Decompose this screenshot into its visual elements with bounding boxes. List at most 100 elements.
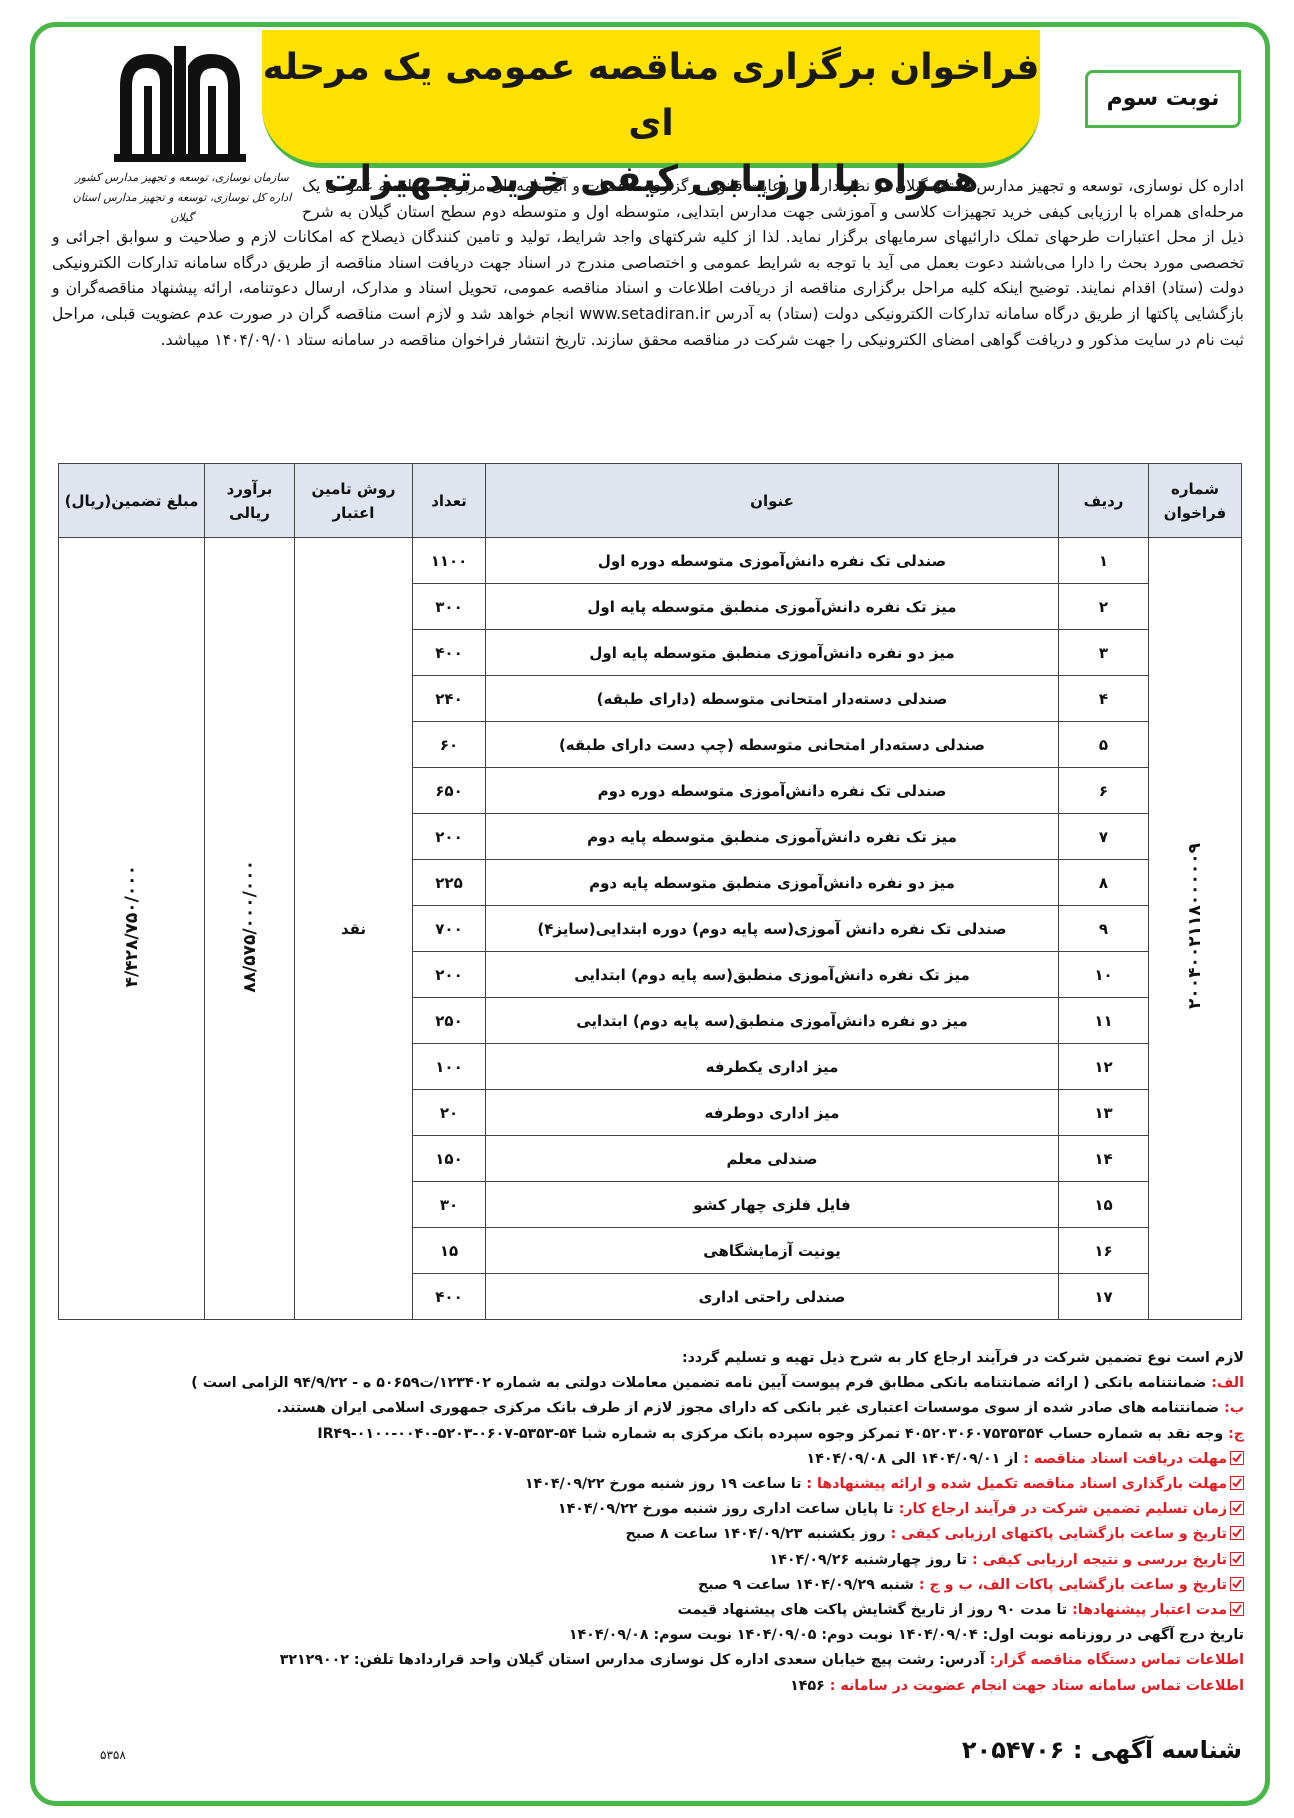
header-row: شماره فراخوان ردیف عنوان تعداد روش تامین اعت… [58, 463, 1242, 538]
item-title: یونیت آزمایشگاهی [485, 1227, 1059, 1274]
item-row: ۱۲ میز اداری یکطرفه ۱۰۰ [59, 1043, 1242, 1090]
title-banner: فراخوان برگزاری مناقصه عمومی یک مرحله ای… [262, 30, 1040, 200]
item-title: صندلی تک نفره دانش‌آموزی متوسطه دوره اول [485, 537, 1059, 584]
item-title: صندلی راحتی اداری [485, 1273, 1059, 1320]
print-code: ۵۳۵۸ [100, 1748, 126, 1762]
item-text: ۱۴۵۶ [790, 1677, 825, 1694]
check-icon [1230, 1526, 1244, 1541]
org-line: اداره کل نوسازی، توسعه و تجهیز مدارس است… [72, 191, 292, 224]
schedule-item: زمان تسلیم تضمین شرکت در فرآیند ارجاع کا… [52, 1497, 1244, 1522]
row-number: ۱۱ [1058, 997, 1149, 1044]
item-row: ۱۴ صندلی معلم ۱۵۰ [59, 1135, 1242, 1182]
schedule-item: مهلت بارگذاری اسناد مناقصه تکمیل شده و ا… [52, 1472, 1244, 1497]
item-label: اطلاعات تماس دستگاه مناقصه گزار: [989, 1652, 1244, 1669]
item-text: ضمانتنامه های صادر شده از سوی موسسات اعت… [276, 1400, 1220, 1417]
org-line: سازمان نوسازی، توسعه و تجهیز مدارس کشور [75, 171, 289, 184]
item-label: تاریخ و ساعت بازگشایی پاکات الف، ب و ج : [918, 1576, 1227, 1593]
item-count: ۴۰۰ [412, 629, 486, 676]
guarantee: ۴/۴۲۸/۷۵۰/۰۰۰ [121, 865, 142, 988]
item-title: فایل فلزی چهار کشو [485, 1181, 1059, 1228]
item-label: مهلت دریافت اسناد مناقصه : [1023, 1450, 1227, 1467]
notes-heading: لازم است نوع تضمین شرکت در فرآیند ارجاع … [681, 1350, 1244, 1366]
guarantee-item: الف: ضمانتنامه بانکی ( ارائه ضمانتنامه ب… [52, 1371, 1244, 1396]
contact-item: اطلاعات تماس سامانه ستاد جهت انجام عضویت… [52, 1674, 1244, 1699]
item-title: صندلی دسته‌دار امتحانی متوسطه (چپ دست دا… [485, 721, 1059, 768]
column-header: مبلغ تضمین(ریال) [58, 463, 205, 538]
item-title: صندلی دسته‌دار امتحانی متوسطه (دارای طبق… [485, 675, 1059, 722]
item-row: ۹ صندلی تک نفره دانش آموزی(سه پایه دوم) د… [59, 905, 1242, 952]
row-number: ۹ [1058, 905, 1149, 952]
row-number: ۱ [1058, 537, 1149, 584]
items-table: شماره فراخوان ردیف عنوان تعداد روش تامین اعت… [58, 463, 1242, 1320]
title-line: همراه با ارزیابی کیفی خرید تجهیزات [323, 159, 979, 200]
item-label: ب: [1224, 1400, 1244, 1417]
row-number: ۳ [1058, 629, 1149, 676]
column-header: تعداد [412, 463, 486, 538]
call-number: ۲۰۰۴۰۰۲۱۱۸۰۰۰۰۰۹ [1185, 843, 1205, 1010]
item-text: تا روز چهارشنبه ۱۴۰۴/۰۹/۲۶ [769, 1551, 968, 1568]
row-number: ۱۲ [1058, 1043, 1149, 1090]
row-number: ۱۴ [1058, 1135, 1149, 1182]
ad-id-value: ۲۰۵۴۷۰۶ [961, 1736, 1065, 1764]
merged-cell: ۴/۴۲۸/۷۵۰/۰۰۰ [58, 537, 205, 1320]
item-text: روز یکشنبه ۱۴۰۴/۰۹/۲۳ ساعت ۸ صبح [625, 1526, 886, 1543]
round-badge: نوبت سوم [1085, 70, 1241, 128]
item-row: ۶ صندلی تک نفره دانش‌آموزی متوسطه دوره دو… [59, 767, 1242, 814]
item-title: صندلی تک نفره دانش آموزی(سه پایه دوم) دو… [485, 905, 1059, 952]
check-icon [1230, 1551, 1244, 1566]
item-count: ۲۰۰ [412, 951, 486, 998]
item-row: ۷ میز تک نفره دانش‌آموزی منطبق متوسطه پای… [59, 813, 1242, 860]
item-label: ج: [1228, 1425, 1244, 1442]
item-row: ۱۳ میز اداری دوطرفه ۲۰ [59, 1089, 1242, 1136]
column-header: روش تامین اعتبار [294, 463, 413, 538]
item-label: مدت اعتبار پیشنهادها: [1072, 1602, 1227, 1619]
item-title: صندلی معلم [485, 1135, 1059, 1182]
item-count: ۲۵۰ [412, 997, 486, 1044]
column-header: شماره فراخوان [1148, 463, 1242, 538]
item-count: ۱۱۰۰ [412, 537, 486, 584]
item-text: وجه نقد به شماره حساب ۴۰۵۲۰۳۰۶۰۷۵۳۵۳۵۴ ت… [317, 1425, 1224, 1442]
notes: لازم است نوع تضمین شرکت در فرآیند ارجاع … [52, 1346, 1244, 1699]
item-count: ۲۲۵ [412, 859, 486, 906]
item-title: میز تک نفره دانش‌آموزی منطبق متوسطه پایه… [485, 583, 1059, 630]
org-name: سازمان نوسازی، توسعه و تجهیز مدارس کشور … [64, 168, 300, 228]
item-count: ۴۰۰ [412, 1273, 486, 1320]
item-count: ۲۴۰ [412, 675, 486, 722]
row-number: ۱۵ [1058, 1181, 1149, 1228]
item-text: تا پایان ساعت اداری روز شنبه مورخ ۱۴۰۴/۰… [557, 1501, 894, 1518]
item-count: ۱۰۰ [412, 1043, 486, 1090]
item-label: مهلت بارگذاری اسناد مناقصه تکمیل شده و ا… [806, 1476, 1227, 1493]
schedule-item: مهلت دریافت اسناد مناقصه : از ۱۴۰۴/۰۹/۰۱… [52, 1447, 1244, 1472]
ad-id: شناسه آگهی : ۲۰۵۴۷۰۶ [962, 1736, 1242, 1764]
item-title: صندلی تک نفره دانش‌آموزی متوسطه دوره دوم [485, 767, 1059, 814]
check-icon [1230, 1576, 1244, 1591]
item-count: ۳۰۰ [412, 583, 486, 630]
item-row: ۱۷ صندلی راحتی اداری ۴۰۰ [59, 1273, 1242, 1320]
row-number: ۲ [1058, 583, 1149, 630]
item-count: ۲۰۰ [412, 813, 486, 860]
estimate: ۸۸/۵۷۵/۰۰۰/۰۰۰ [239, 860, 260, 993]
item-row: ۱۵ فایل فلزی چهار کشو ۳۰ [59, 1181, 1242, 1228]
item-title: میز دو نفره دانش‌آموزی منطبق متوسطه پایه… [485, 629, 1059, 676]
item-count: ۱۵۰ [412, 1135, 486, 1182]
guarantee-item: ب: ضمانتنامه های صادر شده از سوی موسسات … [52, 1396, 1244, 1421]
ad-id-label: شناسه آگهی : [1072, 1736, 1242, 1764]
row-number: ۷ [1058, 813, 1149, 860]
item-title: میز دو نفره دانش‌آموزی منطبق(سه پایه دوم… [485, 997, 1059, 1044]
item-title: میز دو نفره دانش‌آموزی منطبق متوسطه پایه… [485, 859, 1059, 906]
title-line: فراخوان برگزاری مناقصه عمومی یک مرحله ای [262, 47, 1040, 144]
check-icon [1230, 1450, 1244, 1465]
row-number: ۸ [1058, 859, 1149, 906]
item-text: ضمانتنامه بانکی ( ارائه ضمانتنامه بانکی … [191, 1375, 1207, 1392]
intro-text: اداره کل نوسازی، توسعه و تجهیز مدارس است… [52, 177, 1244, 349]
item-count: ۷۰۰ [412, 905, 486, 952]
column-header: برآورد ریالی [204, 463, 295, 538]
row-number: ۱۳ [1058, 1089, 1149, 1136]
check-icon [1230, 1501, 1244, 1516]
schedule-item: تاریخ و ساعت بازگشایی پاکات الف، ب و ج :… [52, 1573, 1244, 1598]
merged-cell: ۲۰۰۴۰۰۲۱۱۸۰۰۰۰۰۹ [1148, 537, 1242, 1320]
item-count: ۶۰ [412, 721, 486, 768]
item-label: تاریخ بررسی و نتیجه ارزیابی کیفی : [971, 1551, 1227, 1568]
item-row: ۸ میز دو نفره دانش‌آموزی منطبق متوسطه پای… [59, 859, 1242, 906]
item-row: ۵ صندلی دسته‌دار امتحانی متوسطه (چپ دست د… [59, 721, 1242, 768]
